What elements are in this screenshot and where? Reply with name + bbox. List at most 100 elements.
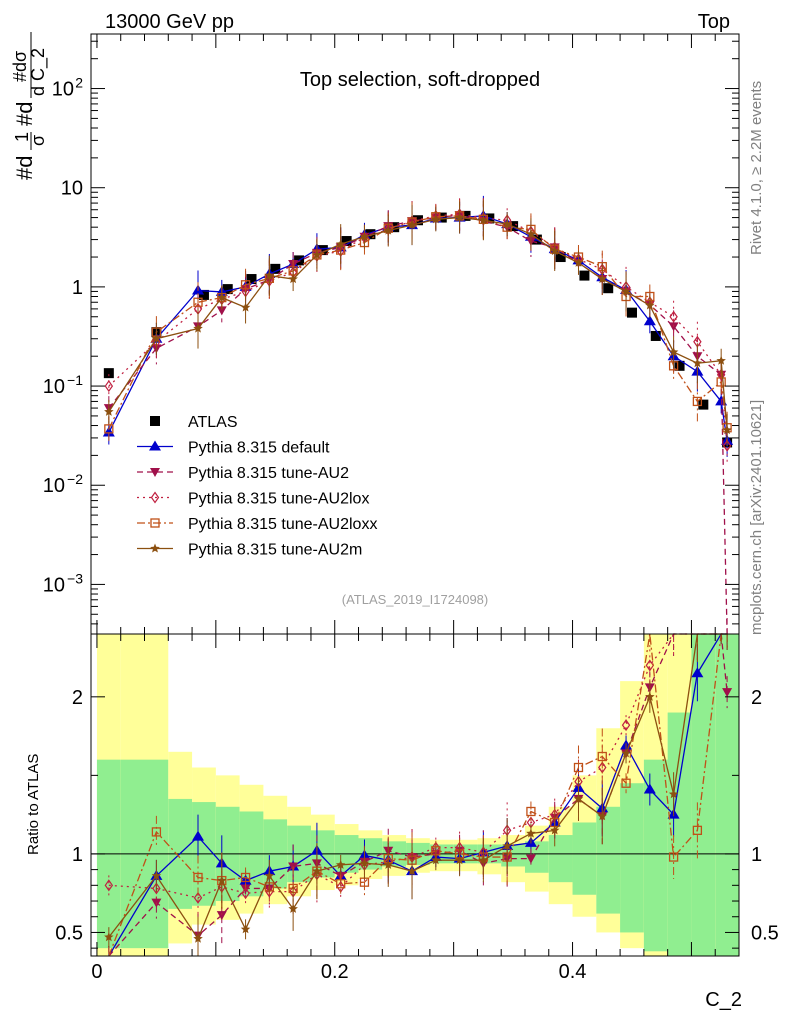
series-marker bbox=[240, 302, 251, 312]
series-marker bbox=[431, 214, 441, 224]
legend-marker bbox=[150, 491, 160, 504]
ratio-series-4 bbox=[104, 633, 728, 956]
y-tick-label: 10 bbox=[52, 79, 74, 101]
ratio-marker bbox=[192, 830, 205, 841]
series-marker bbox=[692, 396, 703, 407]
series-marker bbox=[454, 212, 465, 222]
legend-label: Pythia 8.315 tune-AU2 bbox=[188, 465, 349, 482]
ratio-tick-label-left: 0.5 bbox=[55, 922, 83, 944]
uncertainty-band-green bbox=[596, 806, 621, 914]
series-marker bbox=[573, 257, 584, 267]
y-tick-exponent: −1 bbox=[67, 372, 83, 388]
ratio-marker bbox=[104, 879, 114, 892]
x-axis-label: C_2 bbox=[705, 989, 742, 1011]
ratio-marker bbox=[312, 866, 322, 876]
uncertainty-band-green bbox=[572, 822, 597, 895]
y-tick-label: 10 bbox=[43, 574, 65, 596]
legend-marker bbox=[150, 543, 160, 553]
ratio-marker bbox=[152, 882, 161, 895]
series-marker bbox=[722, 425, 732, 435]
ratio-frame bbox=[90, 633, 740, 957]
series-4 bbox=[104, 200, 732, 447]
series-marker bbox=[102, 426, 115, 437]
atlas-data-point bbox=[317, 245, 328, 256]
uncertainty-band-green bbox=[548, 835, 573, 883]
ratio-marker bbox=[722, 688, 733, 698]
series-marker bbox=[312, 249, 322, 259]
legend-marker bbox=[150, 518, 160, 528]
ratio-marker bbox=[431, 855, 441, 865]
ratio-marker bbox=[621, 719, 631, 732]
ratio-marker bbox=[643, 783, 656, 794]
ratio-marker bbox=[264, 870, 275, 880]
ratio-marker bbox=[407, 866, 417, 876]
rivet-version-label: Rivet 4.1.0, ≥ 2.2M events bbox=[748, 81, 765, 255]
legend-label: Pythia 8.315 tune-AU2lox bbox=[188, 491, 369, 508]
atlas-data-point bbox=[603, 283, 614, 294]
y-label-dc2: d C_2 bbox=[28, 48, 49, 96]
x-tick-label: 0.4 bbox=[559, 961, 587, 983]
y-label-dsigma: #dσ bbox=[10, 51, 30, 82]
ratio-marker bbox=[104, 932, 114, 942]
ratio-marker bbox=[336, 879, 346, 889]
ratio-marker bbox=[645, 691, 655, 701]
mcplots-label: mcplots.cern.ch [arXiv:2401.10621] bbox=[748, 400, 765, 635]
series-marker bbox=[240, 280, 251, 290]
ratio-marker bbox=[525, 854, 536, 864]
series-marker bbox=[716, 355, 726, 365]
series-3 bbox=[104, 199, 732, 444]
ratio-marker bbox=[454, 855, 465, 865]
ratio-marker bbox=[193, 933, 203, 943]
series-marker bbox=[597, 274, 607, 284]
ratio-marker bbox=[359, 858, 370, 868]
analysis-tag: (ATLAS_2019_I1724098) bbox=[342, 592, 488, 607]
ratio-marker bbox=[240, 872, 251, 883]
uncertainty-band-green bbox=[715, 634, 739, 956]
ratio-marker bbox=[265, 885, 274, 898]
process-label: Top bbox=[698, 11, 730, 33]
series-marker bbox=[193, 297, 203, 307]
series-marker bbox=[104, 380, 114, 393]
ratio-marker bbox=[241, 887, 250, 900]
series-marker bbox=[193, 323, 203, 333]
ratio-marker bbox=[692, 825, 703, 835]
ratio-marker bbox=[526, 806, 536, 817]
atlas-data-point bbox=[246, 274, 257, 285]
y-label-sigma: σ bbox=[28, 135, 48, 146]
y-tick-label: 1 bbox=[72, 277, 83, 299]
ratio-marker bbox=[691, 667, 704, 678]
series-marker bbox=[502, 219, 512, 229]
atlas-data-point bbox=[555, 252, 566, 263]
ratio-marker bbox=[193, 872, 203, 883]
ratio-marker bbox=[621, 748, 631, 758]
ratio-tick-label-right: 0.5 bbox=[751, 922, 779, 944]
series-line bbox=[108, 215, 728, 441]
atlas-data-point bbox=[674, 360, 685, 371]
uncertainty-band-green bbox=[620, 783, 644, 933]
ratio-marker bbox=[216, 911, 227, 921]
ratio-marker bbox=[621, 778, 631, 788]
series-marker bbox=[716, 368, 726, 381]
ratio-tick-label-right: 2 bbox=[751, 687, 762, 709]
ratio-marker bbox=[240, 924, 251, 934]
series-line bbox=[108, 213, 728, 446]
series-marker bbox=[716, 377, 726, 387]
legend-label: Pythia 8.315 tune-AU2loxx bbox=[188, 516, 377, 533]
series-marker bbox=[104, 424, 114, 434]
legend: ATLAS Pythia 8.315 default Pythia 8.315 tu… bbox=[137, 414, 377, 559]
series-marker bbox=[478, 215, 489, 225]
atlas-data-point bbox=[270, 263, 281, 274]
ratio-marker bbox=[151, 870, 162, 880]
legend-marker bbox=[150, 468, 160, 477]
ratio-marker bbox=[597, 811, 607, 821]
chart-title: Top selection, soft-dropped bbox=[300, 69, 540, 91]
series-marker bbox=[669, 310, 678, 323]
ratio-tick-label-left: 1 bbox=[72, 844, 83, 866]
legend-marker bbox=[149, 440, 161, 451]
series-marker bbox=[526, 229, 536, 239]
atlas-data-point bbox=[460, 210, 471, 221]
ratio-marker bbox=[502, 841, 512, 851]
ratio-series-2 bbox=[104, 633, 728, 920]
ratio-marker bbox=[573, 793, 584, 803]
collision-label: 13000 GeV pp bbox=[105, 11, 234, 33]
